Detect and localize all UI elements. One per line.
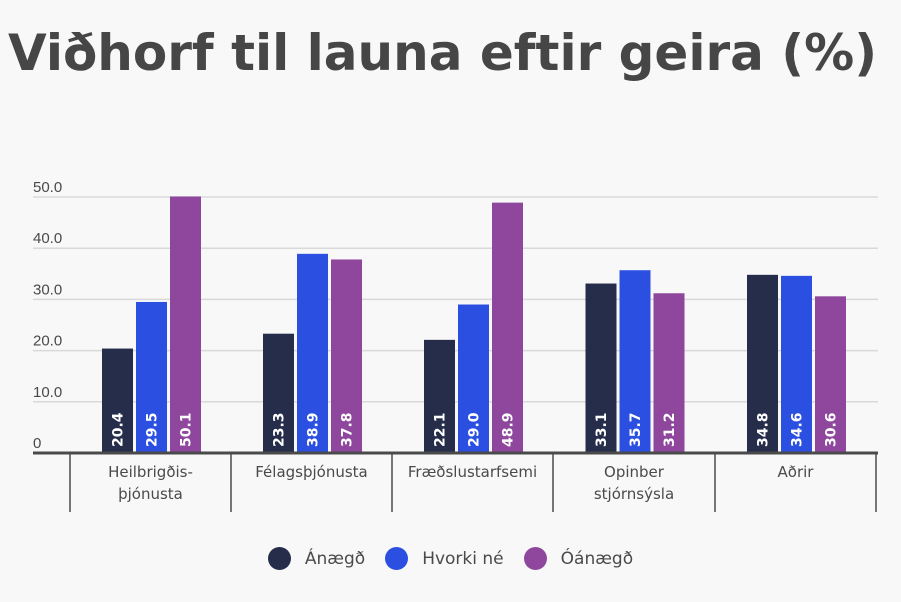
bar[interactable] [297,253,328,453]
category-label: Aðrir [778,463,815,481]
data-label: 37.8 [340,412,356,447]
legend-label: Óánægð [560,548,634,569]
legend-label: Hvorki né [422,548,504,569]
y-tick-label: 40.0 [33,230,62,247]
legend-item[interactable]: Ánægð [267,547,366,570]
category-label: Heilbrigðis- [108,463,193,481]
data-label: 30.6 [824,412,840,447]
data-label: 22.1 [433,412,449,447]
bar[interactable] [492,202,523,453]
y-axis-ticks: 0 10.0 20.0 30.0 40.0 50.0 [33,179,62,452]
category-labels: Heilbrigðis-þjónusta Félagsþjónusta Fræðsl… [108,463,814,503]
bar[interactable] [331,259,362,453]
category-label: Fræðslustarfsemi [408,463,537,481]
bar[interactable] [619,270,651,453]
bar[interactable] [102,348,133,453]
data-label: 33.1 [594,412,610,447]
bar[interactable] [653,293,685,453]
data-label: 48.9 [501,412,517,447]
bar[interactable] [747,274,778,453]
bar[interactable] [263,333,294,453]
data-label: 23.3 [272,412,288,447]
bar[interactable] [170,196,201,453]
y-tick-label: 0 [33,435,41,452]
bar[interactable] [585,283,617,453]
x-axis [33,451,878,512]
data-label: 38.9 [306,412,322,447]
bars: 20.4 29.5 50.1 23.3 38.9 37.8 22.1 29.0 48.9 33.1… [102,196,846,453]
data-label: 29.5 [145,412,161,447]
y-tick-label: 10.0 [33,384,62,401]
category-label: Félagsþjónusta [255,463,368,481]
y-tick-label: 50.0 [33,179,62,196]
legend-item[interactable]: Óánægð [523,547,634,570]
data-label: 50.1 [179,412,195,447]
data-label: 35.7 [628,412,644,447]
bar[interactable] [458,304,489,453]
bar[interactable] [815,296,846,453]
legend-swatch-icon [385,547,409,570]
data-label: 34.6 [790,412,806,447]
legend-label: Ánægð [304,548,366,569]
bar[interactable] [136,301,167,453]
data-label: 34.8 [756,412,772,447]
legend-swatch-icon [523,547,547,570]
bar[interactable] [424,339,455,453]
bar[interactable] [781,275,812,453]
chart-title: Viðhorf til launa eftir geira (%) [8,24,878,82]
y-tick-label: 30.0 [33,281,62,298]
legend-swatch-icon [267,547,291,570]
legend: Ánægð Hvorki né Óánægð [0,547,901,570]
y-tick-label: 20.0 [33,333,62,350]
data-label: 20.4 [111,412,127,447]
data-label: 31.2 [662,412,678,447]
category-label: Opinber [604,463,665,481]
category-label: þjónusta [118,485,183,503]
legend-item[interactable]: Hvorki né [385,547,504,570]
data-label: 29.0 [467,412,483,447]
category-label: stjórnsýsla [594,485,674,503]
